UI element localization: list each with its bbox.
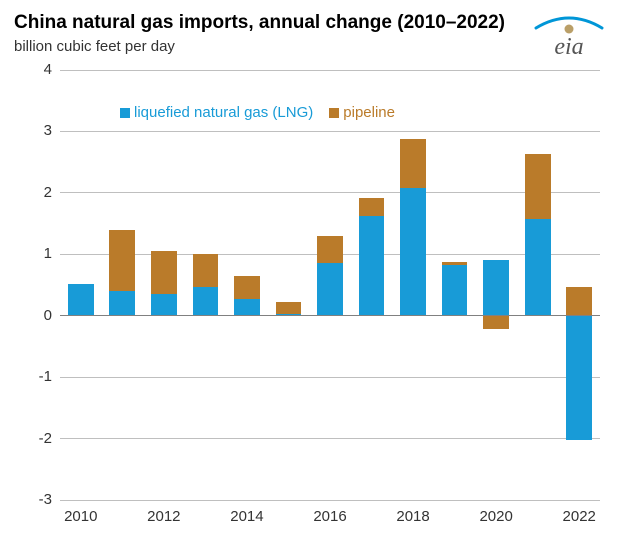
bar-lng [566, 316, 592, 440]
bar-pipeline [442, 262, 468, 265]
x-tick-label: 2014 [222, 508, 272, 525]
bar-lng [525, 219, 551, 316]
bar-lng [68, 284, 94, 316]
bar-lng [400, 188, 426, 316]
eia-logo: eia [534, 14, 604, 59]
legend-swatch [329, 108, 339, 118]
bar-pipeline [483, 316, 509, 330]
y-tick-label: -2 [20, 430, 52, 447]
gridline [60, 192, 600, 193]
bar-lng [234, 299, 260, 316]
y-tick-label: 1 [20, 245, 52, 262]
y-tick-label: 4 [20, 61, 52, 78]
bar-pipeline [359, 198, 385, 216]
bar-pipeline [276, 302, 302, 314]
x-tick-label: 2012 [139, 508, 189, 525]
bar-lng [442, 265, 468, 316]
legend-label: liquefied natural gas (LNG) [134, 104, 313, 121]
bar-pipeline [400, 139, 426, 188]
legend-item-pipeline: pipeline [329, 104, 395, 121]
y-tick-label: -3 [20, 491, 52, 508]
bar-pipeline [566, 287, 592, 315]
x-tick-label: 2016 [305, 508, 355, 525]
gridline [60, 70, 600, 71]
x-tick-label: 2018 [388, 508, 438, 525]
bar-lng [359, 216, 385, 316]
chart-legend: liquefied natural gas (LNG) pipeline [120, 104, 395, 121]
bar-pipeline [109, 230, 135, 291]
gridline [60, 500, 600, 501]
svg-text:eia: eia [554, 34, 583, 59]
bar-pipeline [193, 254, 219, 287]
bar-lng [193, 287, 219, 316]
y-tick-label: 2 [20, 184, 52, 201]
chart-title: China natural gas imports, annual change… [14, 12, 505, 34]
zero-line [60, 315, 600, 317]
y-tick-label: 3 [20, 122, 52, 139]
bar-pipeline [234, 276, 260, 298]
y-tick-label: -1 [20, 368, 52, 385]
bar-lng [109, 291, 135, 316]
x-tick-label: 2022 [554, 508, 604, 525]
gridline [60, 131, 600, 132]
legend-item-lng: liquefied natural gas (LNG) [120, 104, 313, 121]
bar-chart: -3-2-1012342010201220142016201820202022 [60, 70, 600, 500]
gridline [60, 438, 600, 439]
gridline [60, 377, 600, 378]
bar-lng [317, 263, 343, 316]
bar-pipeline [151, 251, 177, 294]
x-tick-label: 2010 [56, 508, 106, 525]
chart-subtitle: billion cubic feet per day [14, 38, 175, 55]
bar-pipeline [525, 154, 551, 219]
legend-label: pipeline [343, 104, 395, 121]
legend-swatch [120, 108, 130, 118]
bar-lng [483, 260, 509, 315]
y-tick-label: 0 [20, 307, 52, 324]
x-tick-label: 2020 [471, 508, 521, 525]
bar-lng [151, 294, 177, 316]
bar-pipeline [317, 236, 343, 263]
